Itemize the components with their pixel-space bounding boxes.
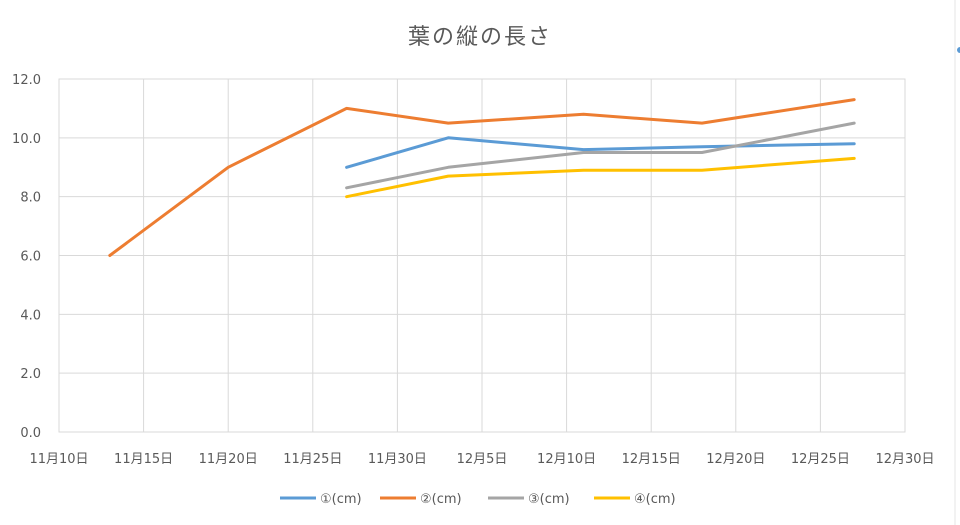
series-line-2 bbox=[108, 98, 856, 257]
legend-label-4: ④(cm) bbox=[634, 492, 676, 507]
legend-label-2: ②(cm) bbox=[420, 492, 462, 507]
x-tick-label: 11月10日 bbox=[29, 452, 88, 467]
x-tick-label: 12月5日 bbox=[457, 452, 508, 467]
chart-title: 葉の縦の長さ bbox=[408, 25, 552, 50]
x-tick-label: 12月15日 bbox=[622, 452, 681, 467]
edge-handle-icon bbox=[957, 47, 960, 53]
series-line-1 bbox=[345, 136, 856, 169]
x-tick-label: 12月20日 bbox=[706, 452, 765, 467]
y-tick-label: 0.0 bbox=[20, 426, 41, 441]
x-tick-label: 11月30日 bbox=[368, 452, 427, 467]
x-tick-label: 12月30日 bbox=[875, 452, 934, 467]
x-axis-tick-labels: 11月10日 11月15日 11月20日 11月25日 11月30日 12月5日 12月10… bbox=[29, 452, 934, 467]
x-tick-label: 12月10日 bbox=[537, 452, 596, 467]
x-tick-label: 11月15日 bbox=[114, 452, 173, 467]
y-tick-label: 6.0 bbox=[20, 250, 41, 265]
x-tick-label: 11月25日 bbox=[283, 452, 342, 467]
plot-area-frame bbox=[58, 78, 906, 433]
y-tick-label: 10.0 bbox=[12, 132, 41, 147]
series-lines bbox=[108, 98, 856, 257]
series-line-3 bbox=[345, 121, 856, 190]
y-tick-label: 12.0 bbox=[12, 73, 41, 88]
right-edge-decoration bbox=[954, 0, 960, 525]
gridlines bbox=[58, 78, 906, 433]
y-axis-tick-labels: 0.0 2.0 4.0 6.0 8.0 10.0 12.0 bbox=[12, 73, 41, 441]
x-tick-label: 11月20日 bbox=[199, 452, 258, 467]
y-tick-label: 4.0 bbox=[20, 308, 41, 323]
y-tick-label: 8.0 bbox=[20, 191, 41, 206]
legend-label-3: ③(cm) bbox=[528, 492, 570, 507]
legend: ①(cm) ②(cm) ③(cm) ④(cm) bbox=[280, 492, 676, 507]
x-tick-label: 12月25日 bbox=[791, 452, 850, 467]
series-line-4 bbox=[345, 156, 856, 199]
y-tick-label: 2.0 bbox=[20, 367, 41, 382]
legend-label-1: ①(cm) bbox=[320, 492, 362, 507]
